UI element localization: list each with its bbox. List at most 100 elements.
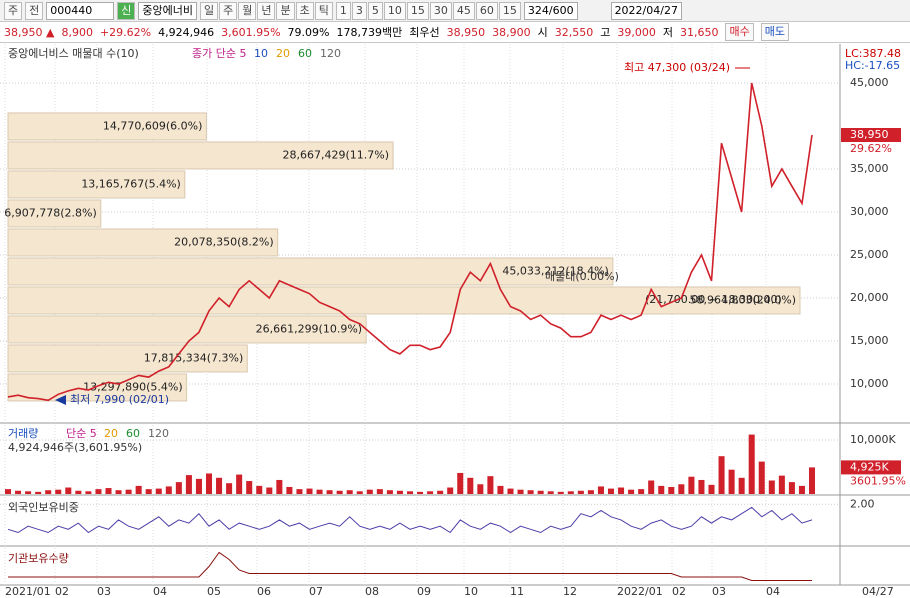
volume-bar bbox=[246, 481, 253, 494]
profile-bar bbox=[7, 228, 279, 257]
volume-bar bbox=[316, 489, 323, 494]
lc-label: LC:387.48 bbox=[845, 47, 901, 60]
volume-bar bbox=[105, 488, 112, 494]
profile-bar bbox=[7, 170, 186, 199]
volume-bar bbox=[437, 490, 444, 494]
interval-button[interactable]: 3 bbox=[351, 1, 367, 20]
volume-bar bbox=[356, 491, 363, 494]
volume-bar bbox=[678, 484, 685, 494]
date-input[interactable]: 2022/04/27 bbox=[610, 1, 682, 20]
profile-bar bbox=[7, 199, 102, 228]
volume-bar bbox=[115, 490, 122, 494]
profile-bar bbox=[7, 257, 614, 286]
profile-label: 45,033,212(18.4%) bbox=[502, 264, 609, 277]
profile-label: 20,078,350(8.2%) bbox=[174, 235, 274, 248]
badge: 신 bbox=[117, 1, 136, 20]
volume-bar bbox=[406, 491, 414, 494]
y-tick-label: 10,000 bbox=[850, 377, 889, 390]
interval-button[interactable]: 15 bbox=[406, 1, 429, 20]
date-label: 05 bbox=[207, 585, 221, 598]
price-line bbox=[7, 506, 813, 534]
volume-bar bbox=[95, 489, 102, 494]
low-label: 저 bbox=[662, 26, 673, 39]
profile-label: 17,815,334(7.3%) bbox=[144, 351, 244, 364]
amount: 178,739백만 bbox=[336, 26, 403, 39]
buy-button[interactable]: 매수 bbox=[725, 23, 754, 41]
y-tick-label: 30,000 bbox=[850, 205, 889, 218]
ma-legend: 20 bbox=[104, 427, 118, 440]
period-button[interactable]: 분 bbox=[276, 1, 295, 20]
date-label: 12 bbox=[563, 585, 577, 598]
interval-button[interactable]: 1 bbox=[335, 1, 351, 20]
volume-bar bbox=[507, 488, 514, 494]
date-label: 07 bbox=[309, 585, 323, 598]
period-button[interactable]: 월 bbox=[238, 1, 257, 20]
volume-bar bbox=[256, 485, 263, 494]
volume-bar bbox=[758, 461, 765, 494]
volume-rate: 3,601.95% bbox=[221, 25, 281, 39]
volume-bar bbox=[205, 473, 213, 494]
range-note: (21,700.00 ~ 18,300.00) bbox=[645, 293, 782, 306]
volume-bar bbox=[718, 456, 725, 494]
ma-legend: 종가 단순 5 bbox=[192, 47, 246, 60]
period-button[interactable]: 틱 bbox=[314, 1, 333, 20]
profile-bar bbox=[7, 141, 394, 170]
market[interactable]: 주 bbox=[4, 1, 23, 20]
volume-bar bbox=[517, 489, 524, 494]
interval-button[interactable]: 10 bbox=[383, 1, 406, 20]
period-button[interactable]: 년 bbox=[257, 1, 276, 20]
interval-button[interactable]: 60 bbox=[475, 1, 498, 20]
profile-label: 28,667,429(11.7%) bbox=[283, 148, 390, 161]
volume-bar bbox=[527, 490, 534, 494]
profile-note: 매물대(0.00%) bbox=[545, 270, 619, 283]
code-input[interactable]: 000440 bbox=[46, 1, 115, 20]
interval-button[interactable]: 5 bbox=[367, 1, 383, 20]
volume-bar bbox=[557, 491, 564, 494]
sell-button[interactable]: 매도 bbox=[760, 23, 789, 41]
date-label: 09 bbox=[417, 585, 431, 598]
date-label: 2021/01 bbox=[5, 585, 51, 598]
volume-bar bbox=[396, 490, 403, 494]
volume-bar bbox=[65, 487, 72, 494]
period-button[interactable]: 일 bbox=[199, 1, 219, 20]
change: 8,900 bbox=[61, 25, 93, 39]
interval-button[interactable]: 45 bbox=[452, 1, 475, 20]
best-label: 최우선 bbox=[409, 26, 440, 39]
volume-bar bbox=[808, 467, 816, 494]
volume-bar bbox=[45, 490, 52, 494]
interval-button[interactable]: 30 bbox=[429, 1, 452, 20]
hc-label: HC:-17.65 bbox=[845, 59, 900, 72]
last-price: 38,950 bbox=[850, 128, 889, 141]
volume-bar bbox=[648, 480, 655, 494]
volume-bar bbox=[417, 491, 424, 494]
period-button[interactable]: 초 bbox=[295, 1, 314, 20]
count[interactable]: 324/600 bbox=[523, 1, 578, 20]
panel-title: 외국인보유비중 bbox=[8, 501, 79, 514]
date-label: 04 bbox=[766, 585, 780, 598]
y-tick-label: 15,000 bbox=[850, 334, 889, 347]
panel-title: 기관보유수량 bbox=[8, 552, 69, 565]
volume-bar bbox=[286, 486, 293, 494]
volume-bar bbox=[4, 489, 12, 494]
bid: 38,900 bbox=[492, 25, 531, 39]
low: 31,650 bbox=[679, 25, 719, 39]
volume-bar bbox=[366, 489, 373, 494]
profile-label: 6,907,778(2.8%) bbox=[4, 206, 97, 219]
profile-bar bbox=[7, 112, 207, 141]
volume-bar bbox=[195, 478, 202, 494]
volume-bar bbox=[306, 488, 313, 494]
volume-bar bbox=[25, 491, 32, 494]
volume-bar bbox=[276, 479, 283, 494]
interval-button[interactable]: 15 bbox=[498, 1, 521, 20]
volume-bar bbox=[336, 490, 343, 494]
volume-bar bbox=[477, 484, 484, 494]
volume-bar bbox=[788, 482, 795, 494]
quote-bar: 38,950 ▲ 8,900 +29.62% 4,924,946 3,601.9… bbox=[0, 22, 910, 43]
volume-bar bbox=[547, 491, 554, 494]
prev[interactable]: 전 bbox=[25, 1, 44, 20]
volume-bar bbox=[447, 487, 454, 494]
period-button[interactable]: 주 bbox=[219, 1, 238, 20]
stock-name[interactable]: 중앙에너비 bbox=[138, 1, 197, 20]
panel-title: 중앙에너비스 매물대 수(10) bbox=[8, 47, 139, 60]
